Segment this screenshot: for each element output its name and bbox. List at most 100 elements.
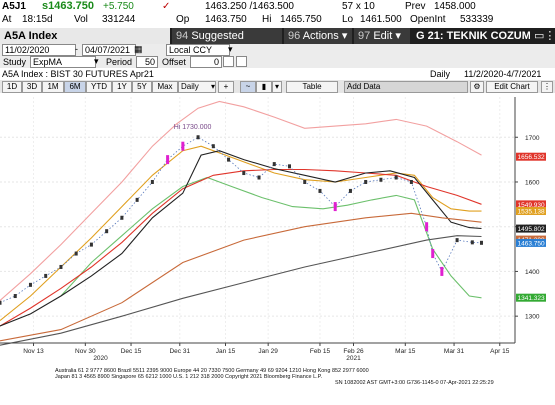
high-label: Hi xyxy=(262,14,272,25)
line-chart-icon[interactable]: ~ xyxy=(240,81,256,93)
study-toggle[interactable] xyxy=(236,56,247,67)
price-tag-box-2 xyxy=(516,207,546,216)
period-1y-button[interactable]: 1Y xyxy=(112,81,132,93)
period-6m-button[interactable]: 6M xyxy=(64,81,86,93)
price-tag-box-6 xyxy=(516,293,546,302)
edit-button[interactable]: 97 Edit ▾ xyxy=(354,28,410,44)
period-1d-button[interactable]: 1D xyxy=(2,81,22,93)
x-axis: Nov 13 Nov 30 Dec 15 Dec 31 Jan 15 Jan 29 Feb … xyxy=(0,342,515,362)
x-year-label-0: 2020 xyxy=(93,355,108,362)
price-candle-3 xyxy=(44,273,48,278)
price-candle-31 xyxy=(455,238,459,243)
frequency-value: Daily xyxy=(181,82,199,91)
price-candle-18 xyxy=(272,162,276,167)
end-date-input[interactable]: 04/07/2021 xyxy=(82,44,136,56)
price-candle-27 xyxy=(409,179,413,184)
more-icon[interactable]: ⋮ xyxy=(544,30,555,42)
edit-chart-button[interactable]: Edit Chart xyxy=(486,81,538,93)
study-value: ExpMA xyxy=(33,57,63,67)
currency-select[interactable]: Local CCY xyxy=(166,44,230,56)
add-data-button[interactable]: Add Data xyxy=(344,81,468,93)
price-candle-28 xyxy=(425,222,429,232)
period-3d-button[interactable]: 3D xyxy=(22,81,42,93)
suggested-charts-button[interactable]: 94 Suggested Charts xyxy=(172,28,282,58)
y-tick-label-0: 1300 xyxy=(525,314,540,321)
crosshair-icon[interactable]: + xyxy=(218,81,234,93)
footer-background xyxy=(0,363,555,400)
prev-close: 1458.000 xyxy=(434,1,476,12)
chevron-down-icon[interactable]: ▾ xyxy=(94,56,99,66)
price-labels: 1656.5321549.9301535.1381495.8021471.209… xyxy=(516,152,546,302)
edit-num: 97 xyxy=(358,30,371,42)
open: 1463.750 xyxy=(205,14,247,25)
more-icon[interactable]: ⋮ xyxy=(541,81,553,93)
page-title: G 21: TEKNIK COZUMLEM... xyxy=(412,28,530,44)
price-candle-25 xyxy=(379,177,383,182)
series-line-upper_band xyxy=(0,100,482,301)
price-candle-22 xyxy=(333,202,337,212)
price-tag-box-5 xyxy=(516,238,546,247)
window-controls[interactable]: ▭⋮ xyxy=(530,28,555,44)
last-price: s1463.750 xyxy=(42,0,94,12)
table-button[interactable]: Table xyxy=(286,81,338,93)
chevron-down-icon[interactable]: ▾ xyxy=(228,44,233,54)
period-max-button[interactable]: Max xyxy=(152,81,178,93)
series-line-ema_fast xyxy=(0,145,482,322)
actions-label: Actions xyxy=(302,30,339,42)
x-tick-label-5: Jan 29 xyxy=(258,348,278,355)
chevron-down-icon: ▾ xyxy=(341,30,348,42)
title-toolbar: A5A Index 94 Suggested Charts 96 Actions… xyxy=(0,28,555,58)
study-select[interactable]: ExpMA xyxy=(30,56,96,68)
price-candle-29 xyxy=(431,249,435,259)
openint: 533339 xyxy=(460,14,494,25)
period-buttons-row: 1D 3D 1M 6M YTD 1Y 5Y Max Daily ▾ + ~ ▮ ▾… xyxy=(0,80,555,93)
price-tag-box-0 xyxy=(516,152,546,161)
calendar-icon[interactable]: ▦ xyxy=(134,44,143,54)
chart-area: Nov 13 Nov 30 Dec 15 Dec 31 Jan 15 Jan 29 Feb … xyxy=(0,93,555,400)
study-label: Study xyxy=(3,57,27,67)
period-ytd-button[interactable]: YTD xyxy=(86,81,112,93)
offset-input[interactable]: 0 xyxy=(190,56,222,68)
time: 18:15d xyxy=(22,14,53,25)
price-candle-12 xyxy=(181,141,185,151)
start-date-input[interactable]: 11/02/2020 xyxy=(2,44,76,56)
chart-type-chevron-icon[interactable]: ▾ xyxy=(272,81,282,93)
tick-arrow-icon: ✓ xyxy=(162,1,171,12)
period-1m-button[interactable]: 1M xyxy=(42,81,64,93)
restore-icon[interactable]: ▭ xyxy=(534,30,545,42)
period-5y-button[interactable]: 5Y xyxy=(132,81,152,93)
edit-label: Edit xyxy=(373,30,393,42)
price-candle-33 xyxy=(479,240,483,245)
x-tick-label-7: Feb 26 xyxy=(343,348,364,355)
x-tick-label-8: Mar 15 xyxy=(395,348,416,355)
period-input[interactable]: 50 xyxy=(136,56,158,68)
price-candle-4 xyxy=(59,264,63,269)
date-span: 11/2/2020-4/7/2021 xyxy=(464,69,542,79)
low-label: Lo xyxy=(342,14,354,25)
price-candle-9 xyxy=(135,197,139,202)
study-row: Study ExpMA ▾ Period 50 Offset 0 xyxy=(0,56,555,68)
bar-chart-icon[interactable]: ▮ xyxy=(256,81,272,93)
price-tag-label-0: 1656.532 xyxy=(518,154,545,161)
x-tick-label-2: Dec 15 xyxy=(121,348,142,355)
grid xyxy=(0,97,515,343)
y-tick-label-1: 1400 xyxy=(525,269,540,276)
quote-row-2: At 18:15d Vol 331244 Op 1463.750 Hi 1465… xyxy=(0,14,555,28)
security-description: A5A Index : BIST 30 FUTURES Apr21 xyxy=(2,69,154,79)
price-candle-14 xyxy=(211,144,215,149)
index-name[interactable]: A5A Index xyxy=(0,28,170,44)
date-range-row: 11/02/2020 - 04/07/2021 ▦ Local CCY ▾ xyxy=(0,44,555,56)
openint-label: OpenInt xyxy=(410,14,446,25)
chart-svg[interactable]: Nov 13 Nov 30 Dec 15 Dec 31 Jan 15 Jan 29 Feb … xyxy=(0,93,555,400)
currency-value: Local CCY xyxy=(169,45,213,55)
frequency-select[interactable]: Daily ▾ xyxy=(178,81,216,93)
settings-icon[interactable]: ⚙ xyxy=(470,81,484,93)
actions-button[interactable]: 96 Actions ▾ xyxy=(284,28,352,44)
price-candle-0 xyxy=(0,300,2,305)
price-candle-24 xyxy=(364,179,368,184)
x-tick-label-9: Mar 31 xyxy=(444,348,465,355)
study-checkbox[interactable] xyxy=(223,56,234,67)
price-candle-21 xyxy=(318,188,322,193)
y-tick-label-4: 1700 xyxy=(525,135,540,142)
open-label: Op xyxy=(176,14,190,25)
